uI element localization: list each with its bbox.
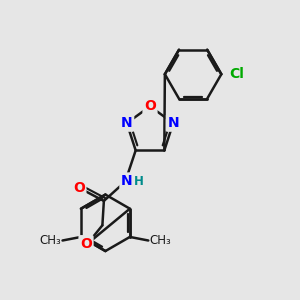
Text: N: N [121, 116, 133, 130]
Text: CH₃: CH₃ [39, 234, 61, 247]
Text: N: N [121, 174, 133, 188]
Text: O: O [73, 181, 85, 195]
Text: O: O [144, 99, 156, 113]
Text: N: N [167, 116, 179, 130]
Text: CH₃: CH₃ [150, 234, 172, 247]
Text: H: H [134, 175, 144, 188]
Text: O: O [80, 237, 92, 251]
Text: Cl: Cl [229, 67, 244, 81]
